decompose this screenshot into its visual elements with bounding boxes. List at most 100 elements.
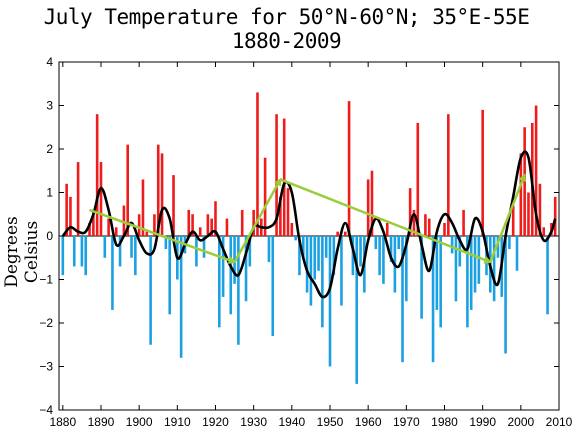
bar-1978	[435, 236, 439, 310]
bar-1895	[118, 236, 122, 267]
x-tick-label: 1990	[469, 415, 496, 429]
bar-1902	[145, 231, 149, 236]
x-tick-label: 1900	[126, 415, 153, 429]
trend-arrow-2	[233, 177, 282, 263]
bar-1964	[382, 236, 385, 284]
bar-1885	[80, 236, 84, 267]
x-tick-label: 1980	[431, 415, 458, 429]
bar-1997	[508, 236, 511, 250]
bar-1940	[290, 222, 294, 236]
bar-1939	[286, 188, 290, 236]
bar-1927	[240, 209, 244, 236]
bar-1944	[305, 236, 309, 293]
bar-1919	[210, 218, 213, 236]
bar-1890	[99, 162, 103, 236]
bar-1903	[149, 236, 152, 345]
bar-1920	[214, 201, 217, 236]
bar-2005	[538, 183, 542, 236]
bar-2007	[546, 236, 549, 315]
bar-1926	[237, 236, 240, 345]
bar-1947	[317, 236, 320, 271]
line-series	[61, 150, 557, 299]
bar-1880	[61, 236, 65, 276]
bar-1979	[439, 236, 442, 328]
bar-1999	[515, 236, 519, 271]
bar-1913	[187, 209, 191, 236]
bar-1911	[179, 236, 183, 358]
bar-1888	[92, 209, 95, 236]
bar-1974	[420, 236, 423, 319]
bar-1899	[134, 236, 137, 276]
x-tick-label: 1890	[88, 415, 115, 429]
y-tick-label: 4	[46, 55, 53, 69]
bar-1886	[84, 236, 88, 276]
bar-1990	[481, 109, 484, 236]
bar-1957	[355, 236, 359, 384]
x-tick-label: 2000	[507, 415, 534, 429]
bar-1958	[359, 236, 362, 267]
bar-1936	[275, 114, 278, 236]
x-tick-label: 1950	[317, 415, 344, 429]
bar-1988	[473, 236, 477, 293]
bar-1930	[252, 209, 255, 236]
bar-1969	[401, 236, 404, 363]
trend-arrow-1	[89, 208, 237, 264]
bar-1953	[340, 236, 343, 306]
bar-1981	[447, 114, 450, 236]
bar-1956	[351, 236, 355, 276]
x-axis: 1880 1890 1900 1910 1920 1930 1940 1950 1960 1970…	[49, 62, 573, 429]
bar-1971	[408, 188, 412, 236]
y-tick-label: −3	[39, 360, 53, 374]
bar-1904	[153, 214, 156, 236]
bar-1897	[126, 144, 129, 236]
bar-1973	[416, 122, 420, 236]
bar-1916	[198, 227, 202, 236]
bar-1950	[328, 236, 332, 367]
bar-1922	[221, 236, 225, 297]
bar-1946	[313, 236, 317, 280]
y-axis: −4 −3 −2 −1 0 1 2 3 4	[39, 55, 559, 417]
smoothed-line	[61, 150, 557, 299]
bar-1982	[450, 236, 454, 254]
x-tick-label: 1960	[355, 415, 382, 429]
bar-1894	[114, 227, 118, 236]
bar-1993	[492, 236, 496, 302]
x-tick-label: 1880	[49, 415, 76, 429]
bar-1898	[130, 236, 133, 258]
bar-1915	[195, 236, 198, 267]
bar-1955	[347, 101, 351, 237]
x-tick-label: 1970	[393, 415, 420, 429]
bar-1901	[141, 179, 145, 236]
bar-1921	[218, 236, 221, 328]
bar-1943	[301, 236, 305, 258]
bar-1994	[496, 236, 500, 258]
y-tick-label: 2	[46, 142, 53, 156]
x-tick-label: 1940	[278, 415, 305, 429]
x-tick-label: 1920	[202, 415, 229, 429]
bar-1883	[72, 236, 76, 267]
bar-1949	[324, 236, 328, 258]
bar-2006	[542, 227, 546, 236]
bar-1923	[225, 218, 229, 236]
bar-1985	[462, 209, 465, 236]
bar-1937	[279, 196, 282, 236]
chart-title: July Temperature for 50°N-60°N; 35°E-55E	[43, 5, 530, 29]
bar-1960	[366, 179, 370, 236]
bar-1934	[267, 236, 271, 263]
bar-1881	[65, 183, 68, 236]
bar-1991	[485, 236, 488, 276]
bar-1908	[168, 236, 171, 315]
bar-1929	[248, 236, 252, 267]
bar-2002	[527, 192, 530, 236]
bar-1907	[164, 236, 168, 250]
bar-1975	[424, 214, 427, 236]
bar-1882	[69, 196, 72, 236]
y-tick-label: 1	[46, 186, 53, 200]
y-tick-label: −2	[39, 316, 53, 330]
bar-1977	[431, 236, 435, 363]
bar-1935	[271, 236, 275, 337]
bar-1952	[336, 231, 339, 236]
bar-1972	[412, 209, 416, 236]
bar-1924	[229, 236, 233, 315]
